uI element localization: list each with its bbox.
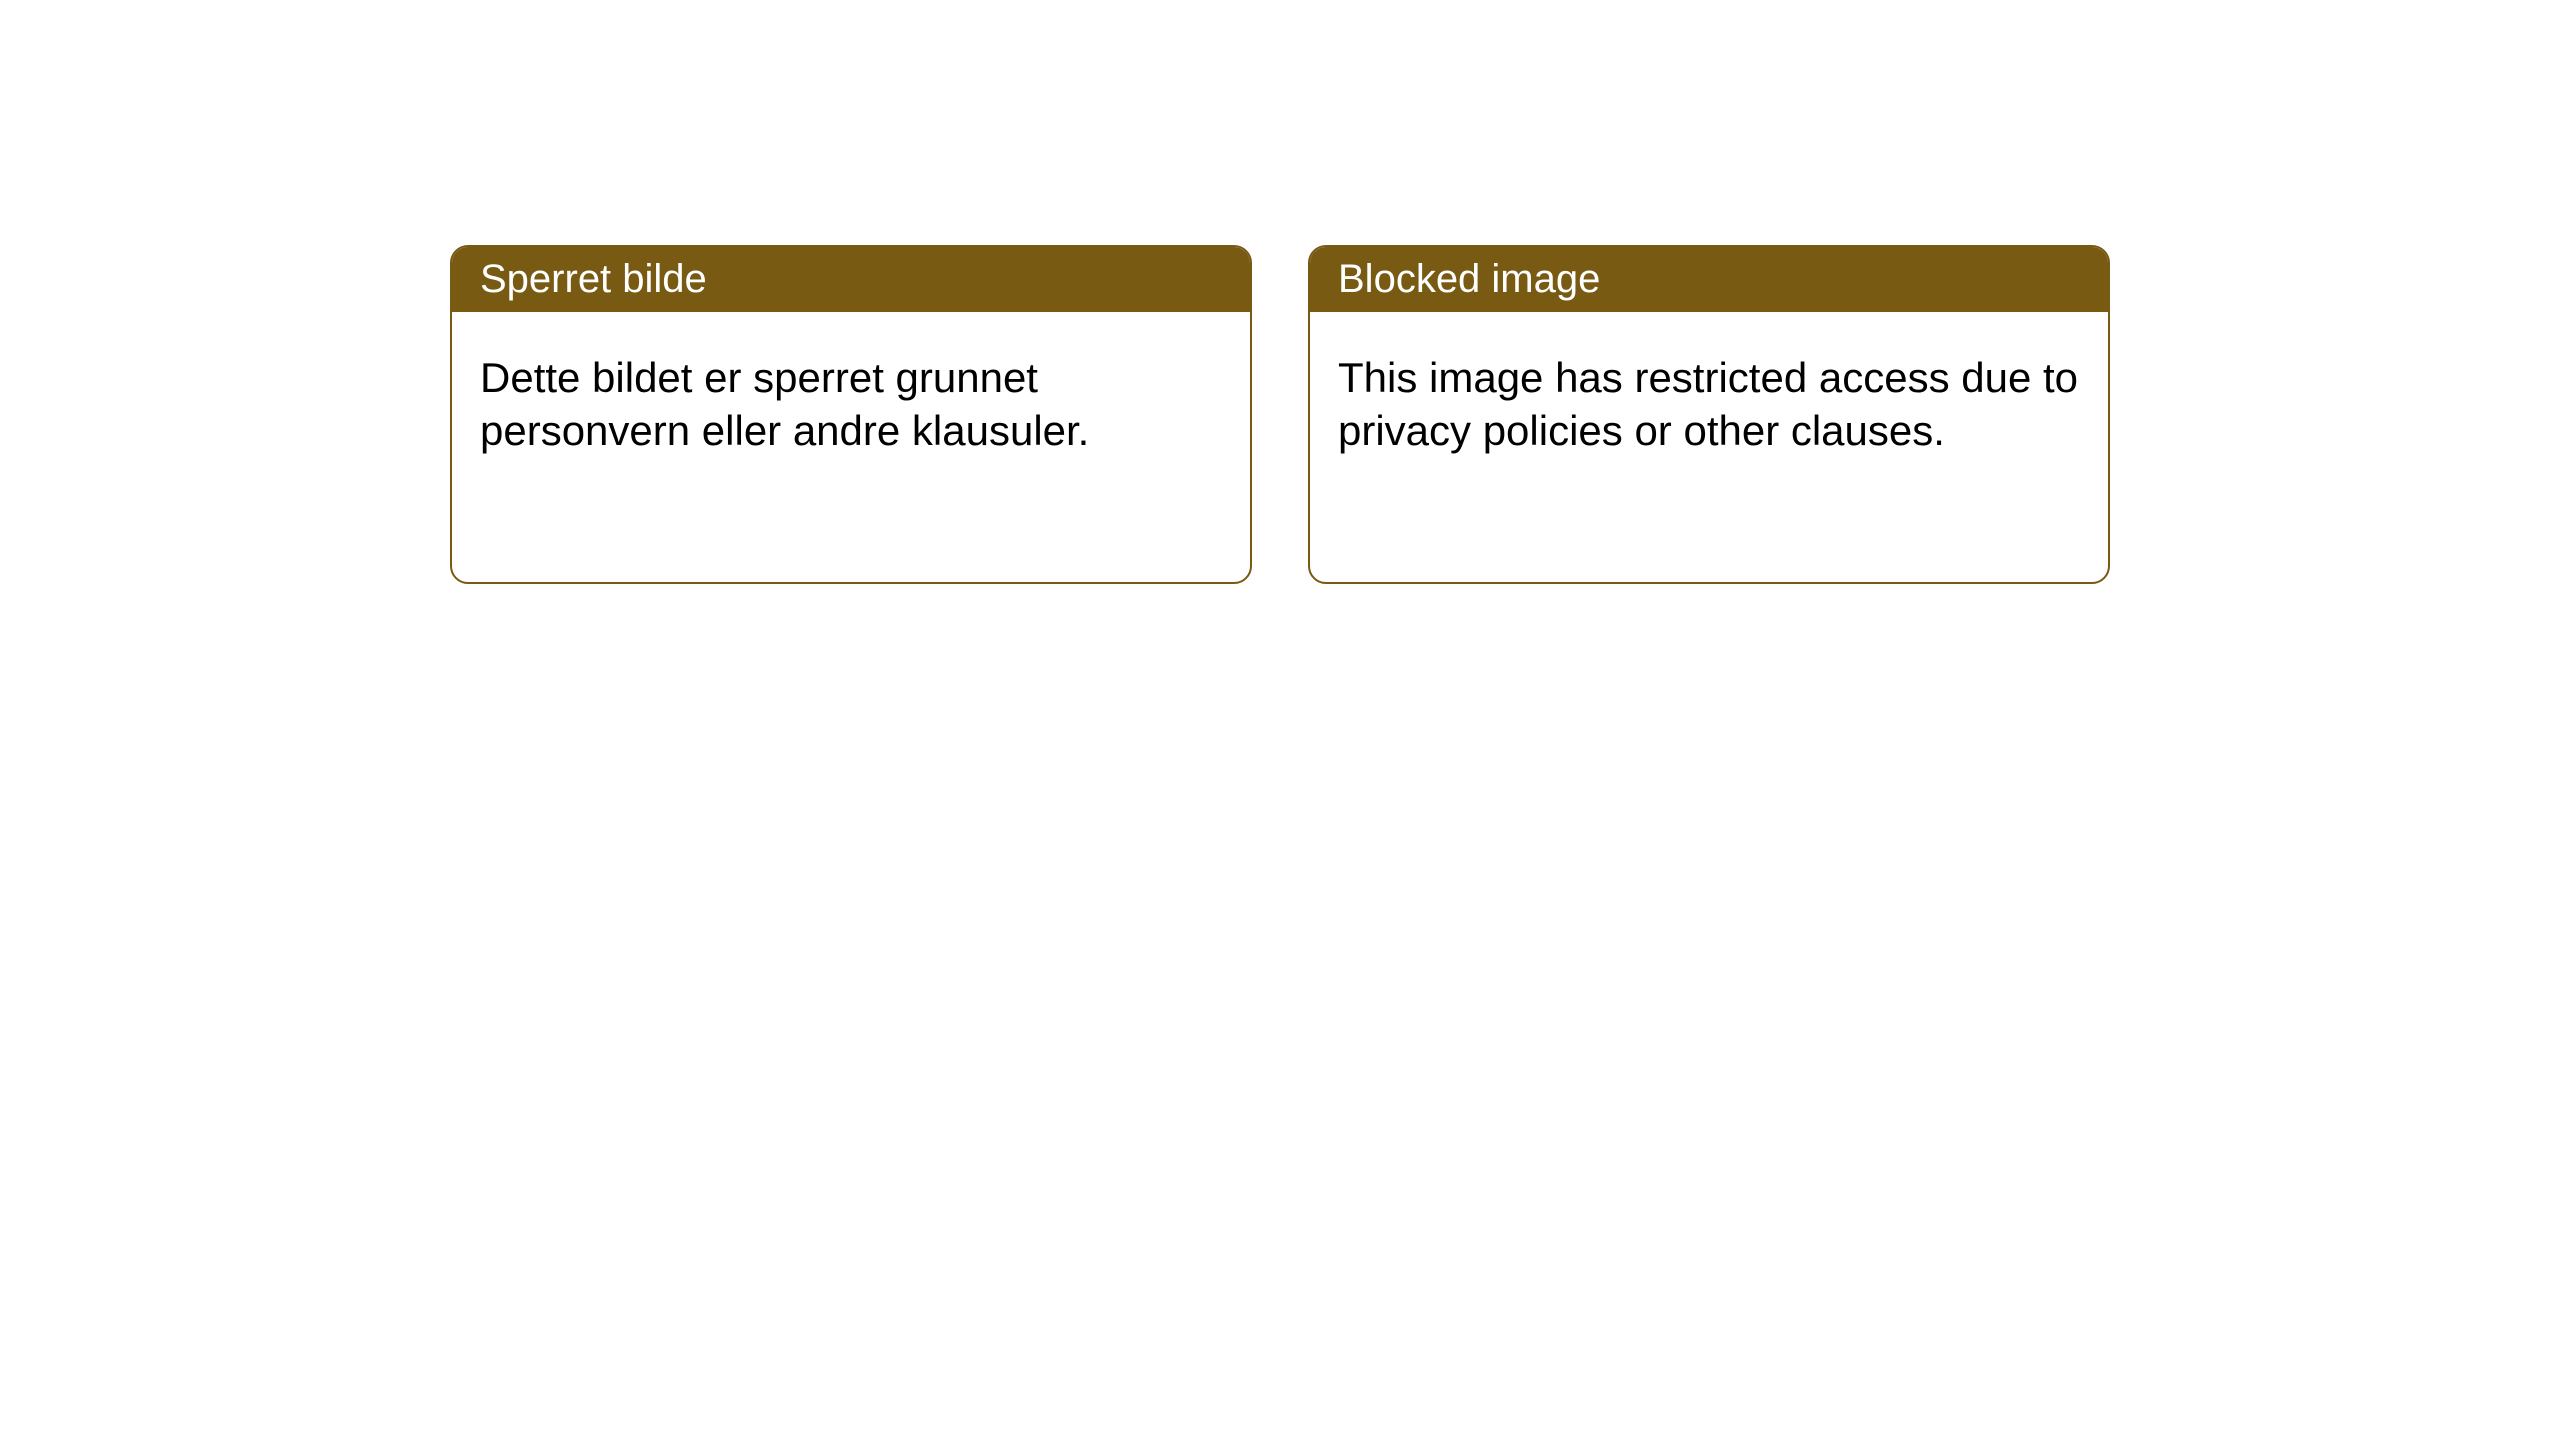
- notice-text-no: Dette bildet er sperret grunnet personve…: [480, 354, 1089, 454]
- notice-title-no: Sperret bilde: [480, 257, 707, 301]
- notice-body-en: This image has restricted access due to …: [1310, 312, 2108, 582]
- notice-text-en: This image has restricted access due to …: [1338, 354, 2078, 454]
- notice-header-en: Blocked image: [1310, 247, 2108, 312]
- notice-card-no: Sperret bilde Dette bildet er sperret gr…: [450, 245, 1252, 584]
- notice-container: Sperret bilde Dette bildet er sperret gr…: [0, 0, 2560, 829]
- notice-card-en: Blocked image This image has restricted …: [1308, 245, 2110, 584]
- notice-body-no: Dette bildet er sperret grunnet personve…: [452, 312, 1250, 582]
- notice-title-en: Blocked image: [1338, 257, 1600, 301]
- notice-header-no: Sperret bilde: [452, 247, 1250, 312]
